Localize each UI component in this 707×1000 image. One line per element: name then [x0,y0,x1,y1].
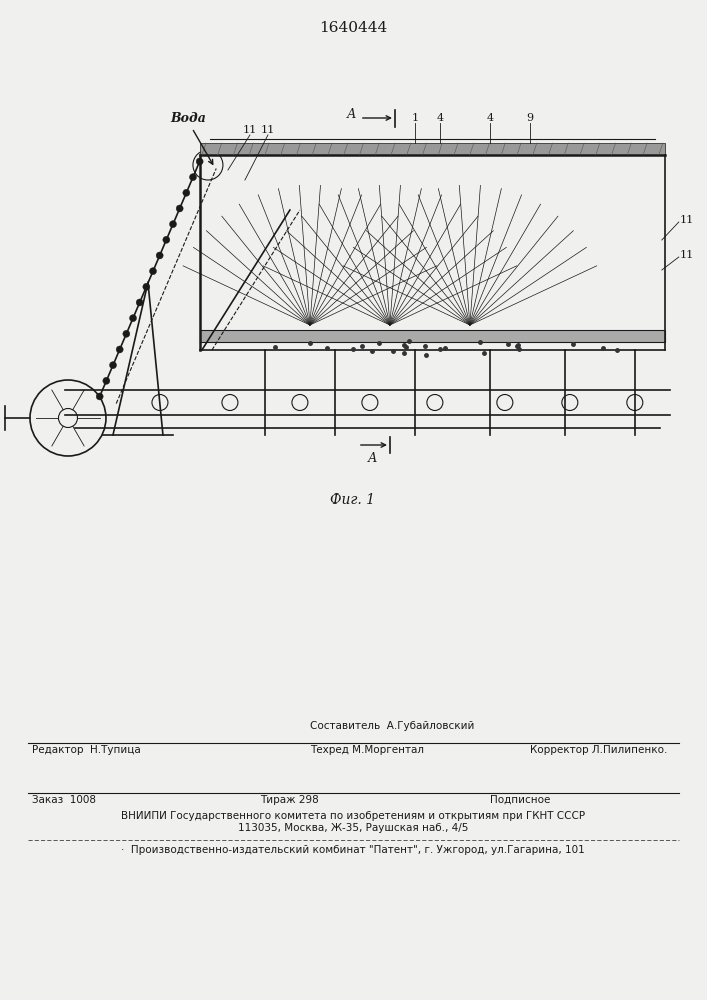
Bar [200,330,665,342]
Circle shape [136,299,144,306]
Circle shape [189,174,197,181]
Bar [200,143,665,155]
Text: Заказ  1008: Заказ 1008 [32,795,96,805]
Circle shape [129,315,136,322]
Text: Техред М.Моргентал: Техред М.Моргентал [310,745,424,755]
Text: 9: 9 [526,113,533,123]
Text: 11: 11 [261,125,275,135]
Text: 11: 11 [680,250,694,260]
Circle shape [116,346,123,353]
Text: Подписное: Подписное [490,795,550,805]
Text: Фиг. 1: Фиг. 1 [330,493,375,507]
Text: 1: 1 [411,113,419,123]
Text: Тираж 298: Тираж 298 [260,795,319,805]
Text: Корректор Л.Пилипенко.: Корректор Л.Пилипенко. [530,745,667,755]
Circle shape [110,362,117,369]
Circle shape [183,189,190,196]
Text: ·  Производственно-издательский комбинат "Патент", г. Ужгород, ул.Гагарина, 101: · Производственно-издательский комбинат … [121,845,585,855]
Text: Вода: Вода [170,111,206,124]
Text: 11: 11 [243,125,257,135]
Text: А: А [346,108,356,121]
Text: 113035, Москва, Ж-35, Раушская наб., 4/5: 113035, Москва, Ж-35, Раушская наб., 4/5 [238,823,468,833]
Circle shape [156,252,163,259]
Text: 4: 4 [486,113,493,123]
Text: А: А [368,452,378,464]
Circle shape [170,221,177,228]
Text: 11: 11 [680,215,694,225]
Circle shape [176,205,183,212]
Circle shape [163,236,170,243]
Circle shape [103,377,110,384]
Circle shape [123,330,130,337]
Text: 4: 4 [436,113,443,123]
Text: ВНИИПИ Государственного комитета по изобретениям и открытиям при ГКНТ СССР: ВНИИПИ Государственного комитета по изоб… [121,811,585,821]
Text: Редактор  Н.Тупица: Редактор Н.Тупица [32,745,141,755]
Text: Составитель  А.Губайловский: Составитель А.Губайловский [310,721,474,731]
Circle shape [96,393,103,400]
Text: 1640444: 1640444 [319,21,387,35]
Circle shape [196,158,203,165]
Circle shape [143,283,150,290]
Circle shape [149,268,156,275]
